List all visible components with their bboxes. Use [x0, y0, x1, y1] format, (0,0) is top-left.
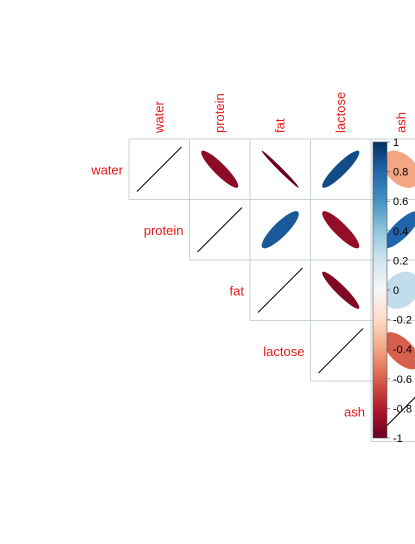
colorbar-tick-label: -0.2: [393, 315, 412, 327]
ellipse-water-ash: [382, 150, 415, 188]
colorbar-tick-label: 0.2: [393, 255, 408, 267]
column-label-water: water: [151, 101, 166, 134]
colorbar-tick-label: 1: [393, 137, 399, 149]
column-label-ash: ash: [393, 112, 408, 133]
row-label-water: water: [90, 162, 123, 177]
colorbar-tick-label: 0.8: [393, 167, 408, 179]
column-label-lactose: lactose: [333, 92, 348, 133]
colorbar-tick-label: -0.8: [393, 403, 412, 415]
ellipse-fat-lactose: [322, 271, 360, 309]
ellipse-water-protein: [201, 150, 239, 188]
row-label-fat: fat: [230, 283, 245, 298]
diagonal-line-lactose: [318, 328, 364, 374]
row-label-protein: protein: [144, 223, 184, 238]
ellipse-protein-lactose: [322, 211, 360, 249]
colorbar-tick-label: -0.6: [393, 374, 412, 386]
ellipse-protein-fat: [261, 211, 299, 249]
colorbar-tick-label: -0.4: [393, 344, 412, 356]
row-label-ash: ash: [344, 404, 365, 419]
cells: [136, 146, 415, 434]
ellipse-water-fat: [261, 150, 299, 188]
diagonal-line-protein: [197, 207, 243, 253]
colorbar: 1 0.8 0.6 0.4 0.2 0 -0.2 -0.4 -0.6 -0.8 -1: [372, 137, 412, 445]
colorbar-tick-label: 0.4: [393, 226, 408, 238]
ellipse-protein-ash: [382, 211, 415, 249]
grid-cell-ash-ash: [370, 380, 415, 442]
labels: water protein fat lactose ash water protein fat…: [90, 92, 408, 419]
column-label-protein: protein: [212, 93, 227, 133]
colorbar-ticks: 1 0.8 0.6 0.4 0.2 0 -0.2 -0.4 -0.6 -0.8 -1: [387, 137, 412, 445]
diagonal-line-fat: [257, 267, 303, 313]
grid: [128, 138, 415, 442]
diagonal-line-water: [136, 146, 182, 192]
colorbar-tick-label: -1: [393, 433, 403, 445]
ellipse-lactose-ash: [382, 332, 415, 370]
colorbar-tick-label: 0: [393, 285, 399, 297]
column-label-fat: fat: [272, 118, 287, 133]
ellipse-water-lactose: [322, 150, 360, 188]
colorbar-fill: [373, 142, 387, 438]
colorbar-tick-label: 0.6: [393, 196, 408, 208]
row-label-lactose: lactose: [263, 344, 304, 359]
ellipse-fat-ash: [382, 271, 415, 309]
